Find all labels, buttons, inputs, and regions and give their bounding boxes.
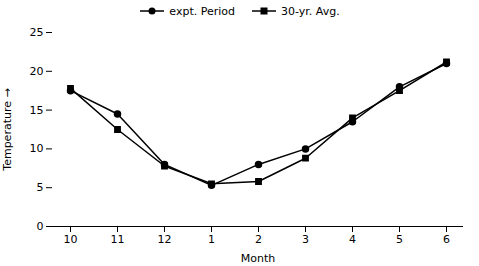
svg-text:20: 20 (30, 65, 44, 78)
svg-text:Temperature →: Temperature → (1, 88, 14, 171)
svg-text:0: 0 (37, 220, 44, 233)
html-text:expt. Period: expt. Period (169, 4, 235, 18)
svg-text:1: 1 (208, 233, 215, 246)
svg-text:12: 12 (158, 233, 172, 246)
svg-text:15: 15 (30, 104, 44, 117)
svg-text:5: 5 (396, 233, 403, 246)
svg-text:11: 11 (111, 233, 125, 246)
svg-text:10: 10 (30, 142, 44, 155)
svg-text:Month: Month (241, 252, 276, 265)
svg-text:3: 3 (302, 233, 309, 246)
svg-text:5: 5 (37, 181, 44, 194)
svg-text:10: 10 (64, 233, 78, 246)
svg-text:2: 2 (255, 233, 262, 246)
svg-text:4: 4 (349, 233, 356, 246)
svg-text:25: 25 (30, 26, 44, 39)
html-text:30-yr. Avg.: 30-yr. Avg. (281, 4, 340, 18)
svg-text:6: 6 (443, 233, 450, 246)
